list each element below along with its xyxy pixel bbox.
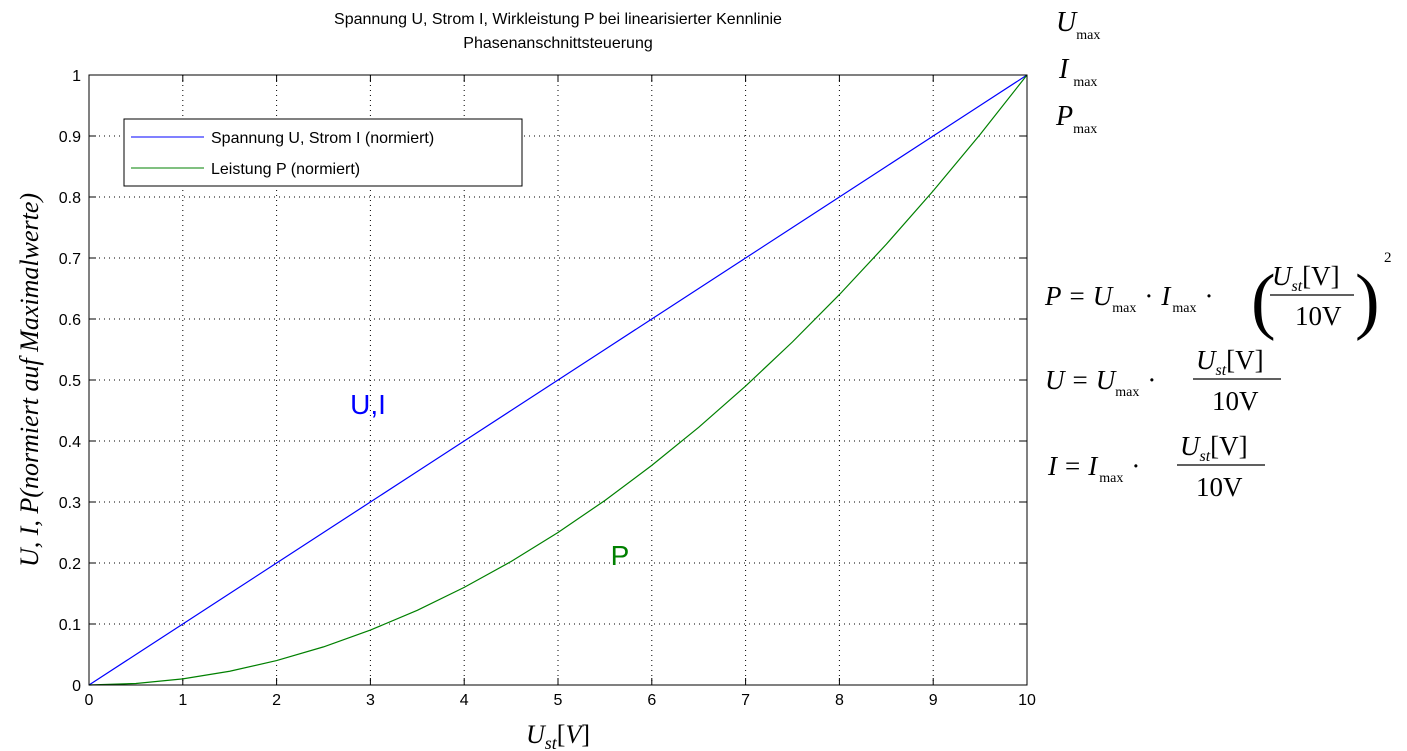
legend-box xyxy=(123,118,523,187)
legend-label-ui: Spannung U, Strom I (normiert) xyxy=(211,130,434,147)
x-tick-label: 7 xyxy=(741,692,750,709)
legend-label-p: Leistung P (normiert) xyxy=(211,161,360,178)
y-tick-label: 0.4 xyxy=(59,434,81,451)
series-group xyxy=(88,74,1028,686)
annotation-ui: U,I xyxy=(350,389,386,420)
axis-ticks xyxy=(88,74,1028,686)
x-tick-label: 9 xyxy=(929,692,938,709)
y-tick-label: 0.8 xyxy=(59,190,81,207)
paren-right: ) xyxy=(1355,260,1380,342)
formula-u: U = Umax · Ust[V] 10V xyxy=(1045,345,1281,416)
x-tick-label: 6 xyxy=(647,692,656,709)
x-tick-label: 10 xyxy=(1018,692,1036,709)
axes-box xyxy=(88,74,1028,686)
paren-left: ( xyxy=(1251,260,1276,342)
y-tick-label: 0 xyxy=(72,678,81,695)
y-tick-label: 0.3 xyxy=(59,495,81,512)
y-tick-label: 0.6 xyxy=(59,312,81,329)
y-tick-label: 0.2 xyxy=(59,556,81,573)
annotation-p: P xyxy=(611,540,630,571)
svg-text:Ust[V]: Ust[V] xyxy=(1180,431,1248,465)
svg-text:Ust[V]: Ust[V] xyxy=(1196,345,1264,379)
y-axis-label: U, I, P(normiert auf Maximalwerte) xyxy=(15,193,44,567)
tick-labels: 0 1 2 3 4 5 6 7 8 9 10 0 0.1 0.2 0.3 0.4 0.5 0.6 0.7 0.8 0.9… xyxy=(59,68,1036,709)
svg-text:2: 2 xyxy=(1384,250,1392,266)
u-max-label: Umax xyxy=(1056,7,1100,43)
x-axis-label: Ust[V] xyxy=(526,720,590,751)
y-tick-label: 0.9 xyxy=(59,129,81,146)
x-tick-label: 3 xyxy=(366,692,375,709)
svg-text:Ust[V]: Ust[V] xyxy=(1272,261,1340,295)
y-tick-label: 0.5 xyxy=(59,373,81,390)
chart-title: Spannung U, Strom I, Wirkleistung P bei … xyxy=(334,11,782,28)
svg-text:10V: 10V xyxy=(1295,301,1342,331)
series-line-ui xyxy=(88,74,1028,686)
y-tick-label: 0.7 xyxy=(59,251,81,268)
x-tick-label: 1 xyxy=(178,692,187,709)
legend: Spannung U, Strom I (normiert) Leistung … xyxy=(123,118,523,187)
y-tick-label: 0.1 xyxy=(59,617,81,634)
p-max-label: Pmax xyxy=(1055,101,1097,137)
x-tick-label: 8 xyxy=(835,692,844,709)
x-tick-label: 2 xyxy=(272,692,281,709)
x-tick-label: 5 xyxy=(554,692,563,709)
svg-text:U=Umax·: U = Umax · xyxy=(1045,365,1156,400)
svg-text:10V: 10V xyxy=(1212,386,1259,416)
chart-subtitle: Phasenanschnittsteuerung xyxy=(463,35,652,52)
svg-text:10V: 10V xyxy=(1196,472,1243,502)
x-tick-label: 0 xyxy=(85,692,94,709)
series-line-p xyxy=(88,74,1028,686)
y-tick-label: 1 xyxy=(72,68,81,85)
x-tick-label: 4 xyxy=(460,692,469,709)
